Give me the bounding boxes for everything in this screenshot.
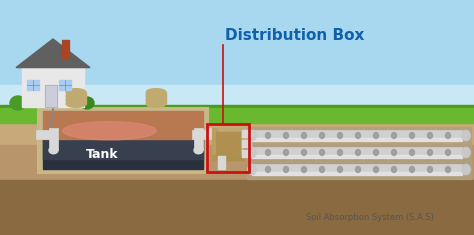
Bar [242, 150, 252, 158]
Bar [252, 138, 462, 141]
Ellipse shape [146, 101, 166, 107]
Bar [206, 128, 214, 136]
Bar [242, 130, 252, 138]
Polygon shape [16, 39, 90, 67]
Ellipse shape [374, 149, 379, 156]
Ellipse shape [428, 149, 432, 156]
Ellipse shape [301, 133, 307, 138]
Bar [0, 180, 474, 235]
Bar [252, 147, 462, 158]
Bar [192, 129, 214, 139]
Bar [0, 85, 474, 125]
Ellipse shape [356, 133, 361, 138]
Ellipse shape [247, 164, 256, 175]
Text: Tank: Tank [86, 148, 119, 161]
Ellipse shape [374, 133, 379, 138]
Bar [38, 108, 208, 173]
Bar [216, 132, 240, 156]
Ellipse shape [265, 167, 271, 172]
Ellipse shape [63, 122, 156, 140]
Bar [194, 128, 203, 150]
Ellipse shape [265, 149, 271, 156]
Ellipse shape [462, 147, 471, 158]
Bar [43, 111, 203, 139]
Ellipse shape [446, 133, 450, 138]
Bar [0, 120, 474, 235]
Ellipse shape [374, 167, 379, 172]
Bar [218, 156, 226, 170]
Bar [212, 155, 244, 160]
Ellipse shape [265, 133, 271, 138]
Bar [62, 40, 69, 58]
Bar [36, 129, 54, 139]
Ellipse shape [194, 147, 203, 154]
Ellipse shape [462, 130, 471, 141]
Bar [146, 92, 166, 104]
Bar [252, 155, 462, 158]
Bar [247, 127, 471, 145]
Bar [0, 0, 474, 85]
Ellipse shape [356, 149, 361, 156]
Ellipse shape [301, 149, 307, 156]
Bar [242, 140, 252, 148]
Bar [207, 124, 249, 172]
Ellipse shape [283, 149, 289, 156]
Bar [252, 172, 462, 175]
Ellipse shape [66, 89, 86, 95]
Ellipse shape [66, 93, 86, 99]
Ellipse shape [301, 167, 307, 172]
Ellipse shape [410, 149, 414, 156]
Ellipse shape [356, 167, 361, 172]
Bar [212, 128, 244, 160]
Ellipse shape [462, 164, 471, 175]
Ellipse shape [392, 133, 396, 138]
Ellipse shape [319, 149, 325, 156]
Bar [22, 67, 84, 107]
Bar [49, 128, 58, 150]
Bar [0, 145, 474, 235]
Bar [45, 85, 57, 107]
Bar [43, 133, 203, 159]
Ellipse shape [146, 97, 166, 103]
Ellipse shape [392, 167, 396, 172]
Ellipse shape [10, 96, 26, 110]
Ellipse shape [446, 167, 450, 172]
Ellipse shape [319, 133, 325, 138]
Bar [45, 85, 57, 107]
Ellipse shape [410, 133, 414, 138]
Bar [252, 164, 462, 175]
Ellipse shape [80, 97, 94, 109]
Bar [66, 92, 86, 104]
Ellipse shape [146, 89, 166, 95]
Ellipse shape [66, 97, 86, 103]
Ellipse shape [410, 167, 414, 172]
Bar [43, 133, 203, 169]
Ellipse shape [247, 130, 256, 141]
Text: Soil Absorption System (S.A.S): Soil Absorption System (S.A.S) [306, 212, 434, 222]
Ellipse shape [337, 133, 343, 138]
Ellipse shape [283, 133, 289, 138]
Ellipse shape [428, 167, 432, 172]
Ellipse shape [283, 167, 289, 172]
Text: Distribution Box: Distribution Box [225, 27, 365, 43]
Ellipse shape [49, 147, 58, 154]
Bar [247, 144, 471, 162]
Bar [0, 108, 474, 123]
Bar [0, 105, 474, 127]
Bar [59, 80, 71, 90]
Ellipse shape [66, 101, 86, 107]
Ellipse shape [392, 149, 396, 156]
Bar [247, 161, 471, 179]
Ellipse shape [337, 167, 343, 172]
Ellipse shape [428, 133, 432, 138]
Ellipse shape [446, 149, 450, 156]
Ellipse shape [319, 167, 325, 172]
Bar [212, 128, 217, 160]
Ellipse shape [146, 93, 166, 99]
Bar [252, 130, 462, 141]
Bar [27, 80, 39, 90]
Ellipse shape [247, 147, 256, 158]
Ellipse shape [337, 149, 343, 156]
